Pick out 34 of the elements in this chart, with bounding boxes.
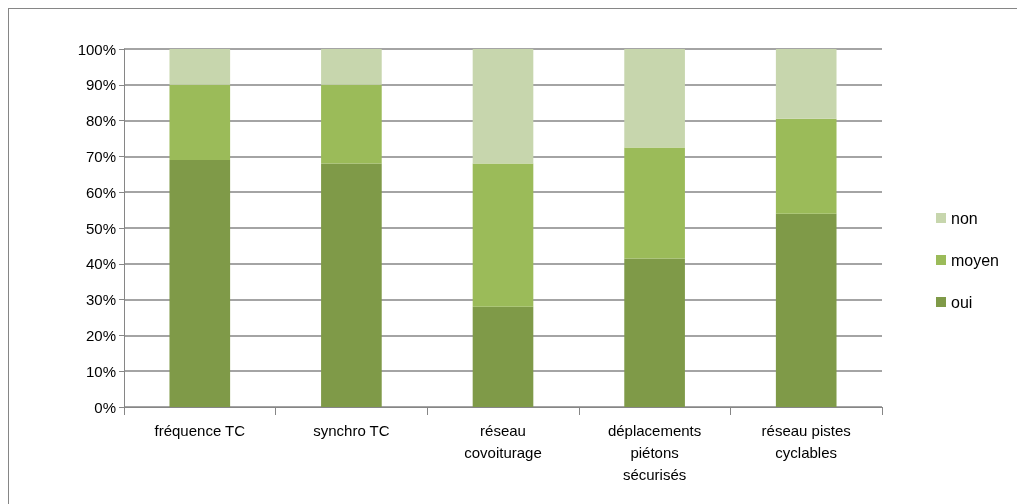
y-tick-label: 50%: [85, 219, 116, 237]
y-tick-label: 10%: [85, 362, 116, 380]
y-tick-label: 100%: [77, 40, 116, 58]
bar: [321, 163, 382, 407]
bar: [472, 163, 534, 307]
bar: [321, 84, 382, 164]
y-tick-label: 70%: [85, 147, 116, 165]
y-tick-label: 0%: [94, 398, 116, 416]
bar: [624, 147, 685, 259]
bar: [775, 118, 837, 214]
bar: [775, 213, 837, 407]
y-tick-label: 80%: [85, 112, 116, 130]
legend-label: non: [950, 209, 978, 227]
legend-label: oui: [950, 293, 973, 311]
bar: [169, 159, 231, 407]
bar: [169, 84, 231, 160]
y-tick-label: 90%: [85, 76, 116, 94]
bar: [624, 258, 685, 407]
y-tick-label: 60%: [85, 183, 116, 201]
x-tick-label: synchro TC: [313, 421, 390, 439]
x-tick-label: réseau covoiturage: [464, 421, 542, 461]
y-tick-label: 20%: [85, 326, 116, 344]
bar: [321, 49, 382, 85]
bar: [775, 49, 837, 119]
y-tick-label: 30%: [85, 291, 116, 309]
x-tick-label: fréquence TC: [154, 421, 246, 439]
x-tick-label: réseau pistes cyclables: [761, 421, 851, 461]
y-tick-label: 40%: [85, 255, 116, 273]
x-tick-label: déplacements piétons sécurisés: [607, 421, 702, 483]
bar: [169, 49, 231, 85]
bar: [624, 49, 685, 148]
legend-label: moyen: [950, 251, 1000, 269]
bar: [472, 306, 534, 407]
bar: [472, 49, 534, 164]
